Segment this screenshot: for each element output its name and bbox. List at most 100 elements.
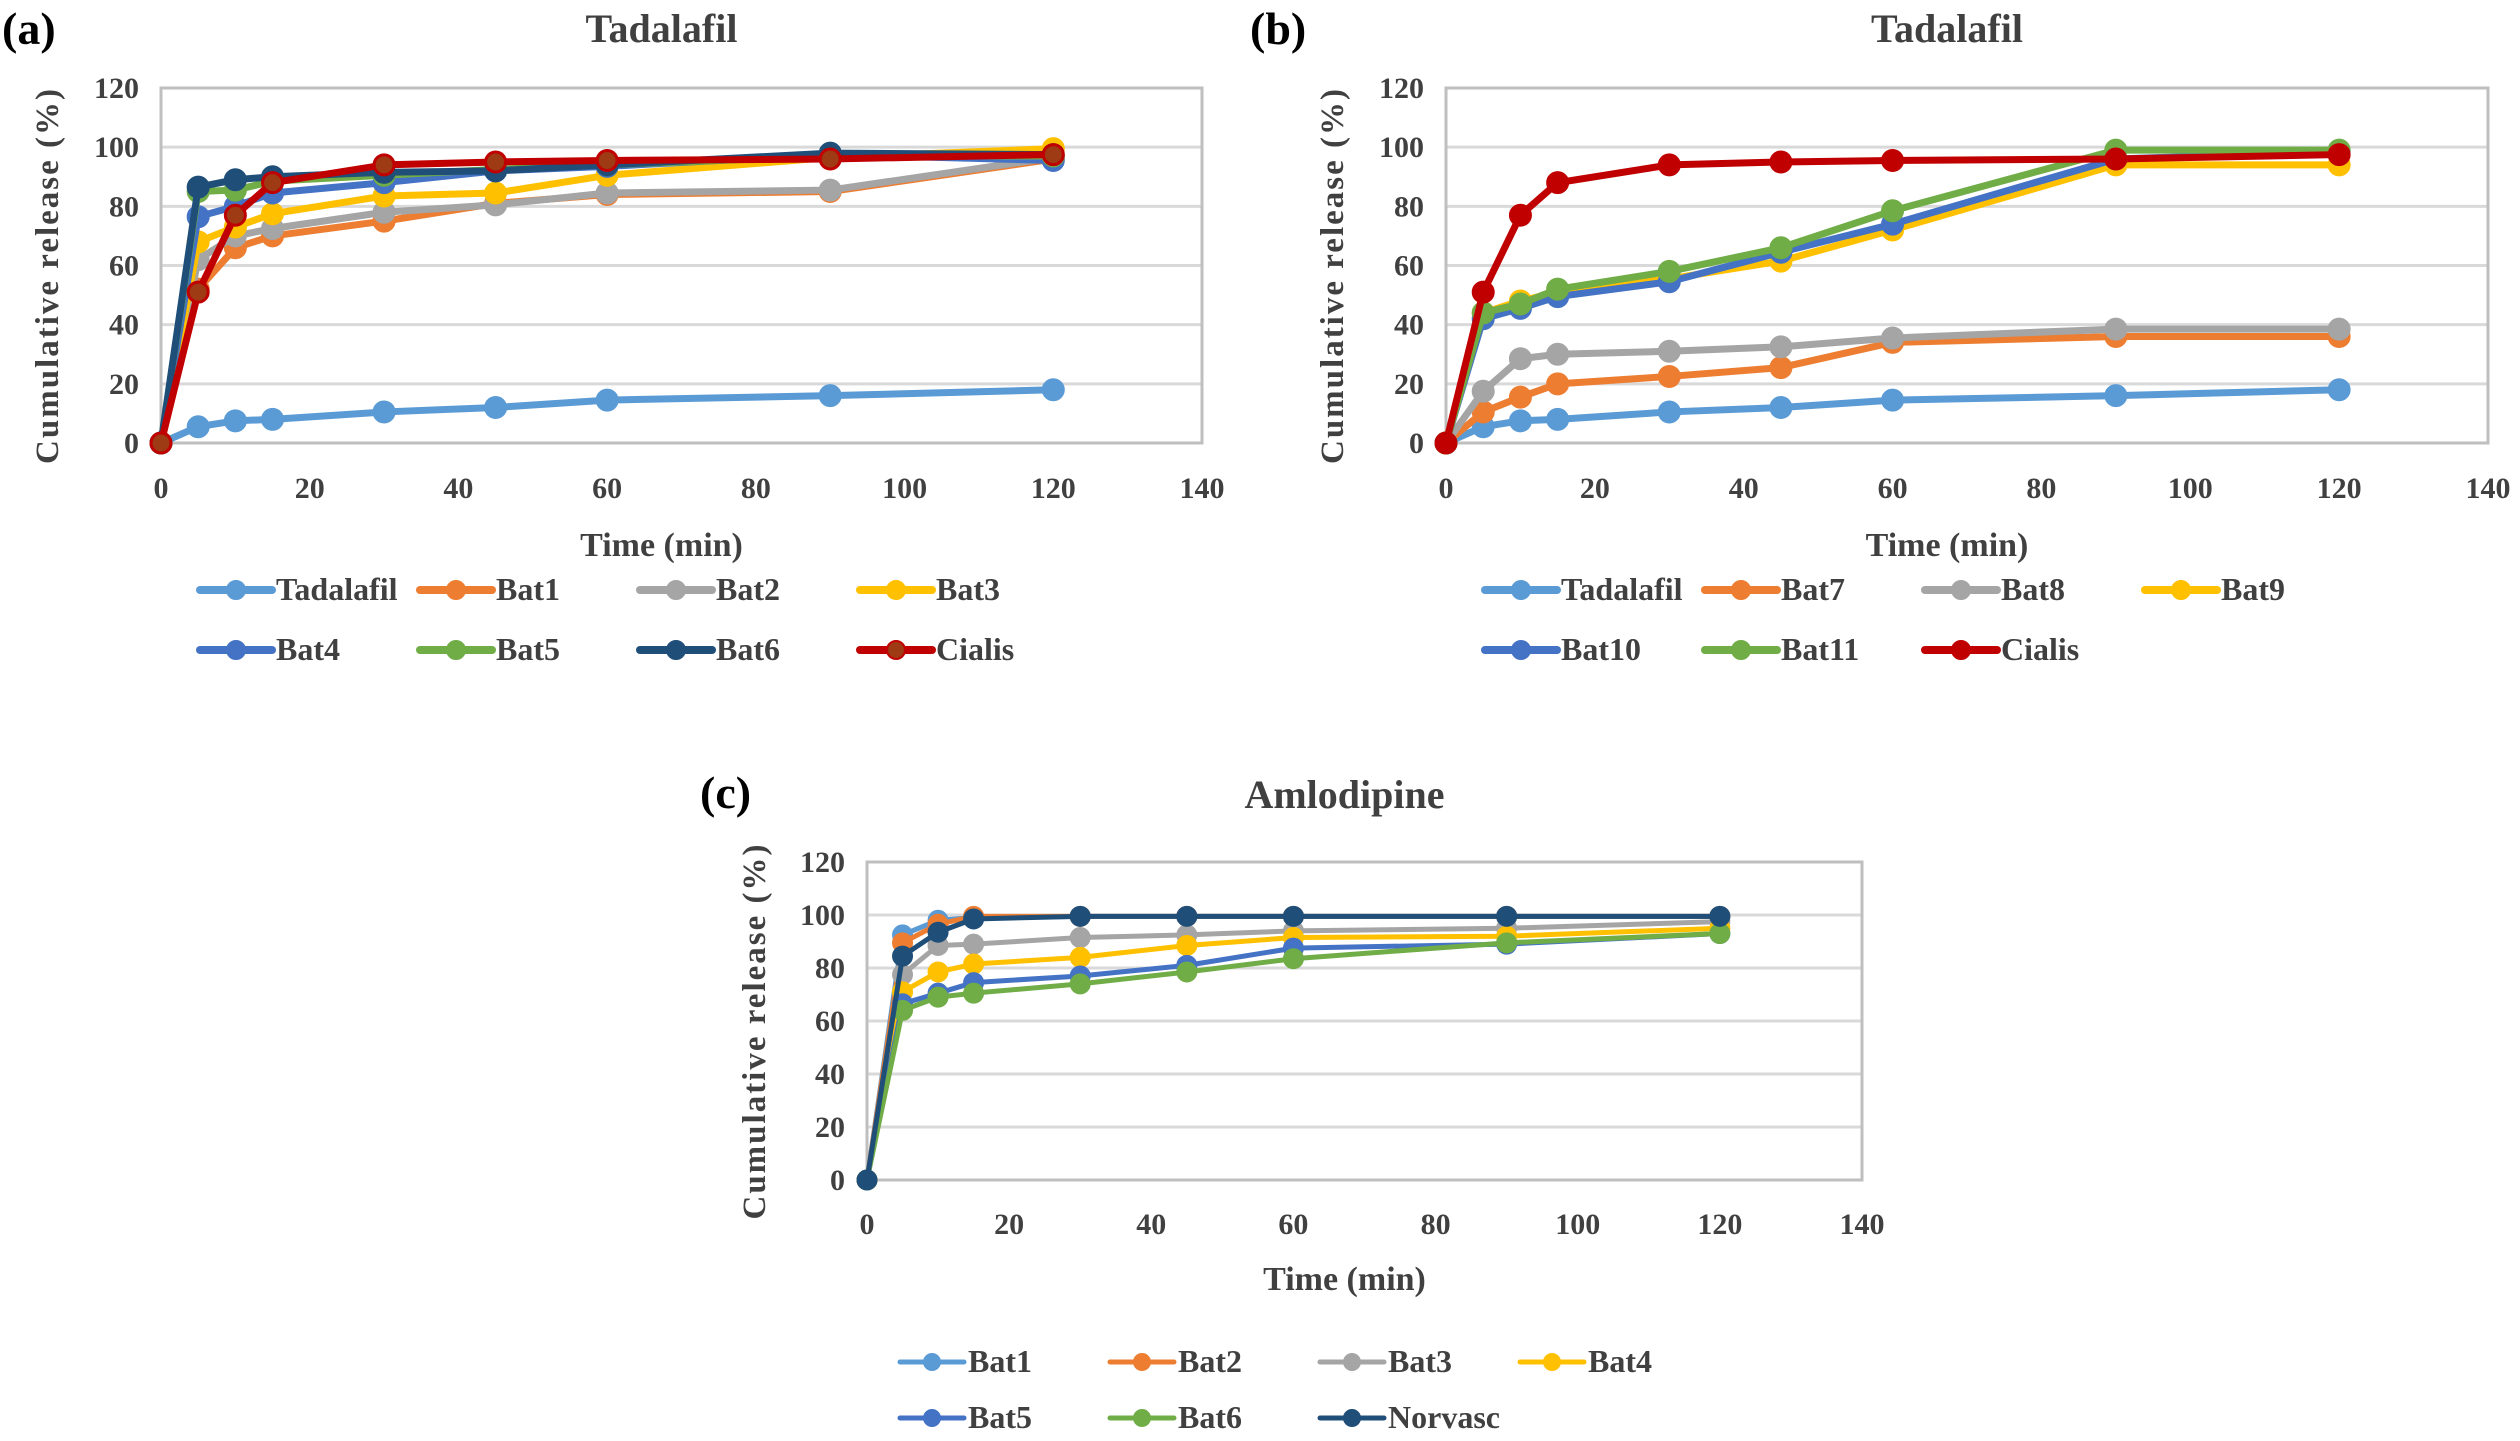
chart-title: Tadalafil	[586, 6, 738, 51]
data-point	[818, 384, 842, 408]
data-point	[2327, 378, 2351, 402]
data-point	[1657, 259, 1681, 283]
legend-label: Bat6	[1178, 1399, 1242, 1435]
x-tick-labels: 0 20 40 60 80 100 120 140	[154, 472, 1225, 505]
data-point	[1471, 379, 1495, 403]
y-tick-labels: 0 20 40 60 80 100 120	[1379, 72, 1424, 460]
legend-item[interactable]: Bat7	[1701, 571, 1845, 607]
y-tick-label: 20	[1394, 368, 1424, 401]
data-point	[1508, 347, 1532, 371]
legend-item[interactable]: Bat11	[1701, 631, 1859, 667]
data-point	[1881, 388, 1905, 412]
legend-label: Cialis	[2001, 631, 2079, 667]
x-tick-label: 0	[1439, 472, 1454, 505]
data-point	[484, 150, 508, 174]
legend-item[interactable]: Bat5	[416, 631, 560, 667]
data-point	[1176, 934, 1198, 956]
legend-item[interactable]: Bat2	[636, 571, 780, 607]
legend-item[interactable]: Tadalafil	[1481, 571, 1683, 607]
legend-item[interactable]: Bat8	[1921, 571, 2065, 607]
data-point	[1069, 973, 1091, 995]
data-point	[1657, 153, 1681, 177]
x-tick-label: 120	[2317, 472, 2362, 505]
y-axis-title: Cumulative release (%)	[30, 87, 66, 464]
y-tick-label: 40	[815, 1058, 845, 1091]
series-cialis	[1434, 143, 2351, 455]
data-point	[1546, 372, 1570, 396]
legend-item[interactable]: Tadalafil	[196, 571, 398, 607]
series-norvasc	[856, 905, 1731, 1191]
legend-label: Tadalafil	[1561, 571, 1683, 607]
panel-label: (a)	[2, 3, 56, 54]
chart-c: (c) Amlodipine 0 20 40 60 80 100 120 0 20 40 60 80 100…	[700, 767, 1885, 1435]
y-axis-title: Cumulative release (%)	[737, 843, 773, 1220]
x-tick-label: 120	[1697, 1208, 1742, 1241]
legend-label: Bat7	[1781, 571, 1845, 607]
data-point	[149, 431, 173, 455]
legend-label: Bat6	[716, 631, 780, 667]
series-bat8	[1434, 317, 2351, 455]
data-point	[2104, 147, 2128, 171]
legend-label: Bat1	[496, 571, 560, 607]
legend-item[interactable]: Bat4	[196, 631, 340, 667]
series-line	[864, 931, 1723, 1183]
data-point	[1176, 905, 1198, 927]
y-tick-label: 120	[1379, 72, 1424, 105]
data-point	[1496, 932, 1518, 954]
data-point	[856, 1169, 878, 1191]
data-point	[1069, 946, 1091, 968]
data-point	[1282, 948, 1304, 970]
y-tick-labels: 0 20 40 60 80 100 120	[94, 72, 139, 460]
legend-swatch-marker	[1133, 1409, 1151, 1427]
legend-item[interactable]: Bat1	[897, 1343, 1032, 1379]
legend-item[interactable]: Bat6	[1107, 1399, 1242, 1435]
legend-item[interactable]: Bat10	[1481, 631, 1641, 667]
x-tick-label: 140	[1180, 472, 1225, 505]
data-point	[1769, 356, 1793, 380]
legend-label: Norvasc	[1388, 1399, 1500, 1435]
legend-swatch-marker	[1511, 580, 1531, 600]
data-point	[1769, 335, 1793, 359]
x-tick-label: 100	[1555, 1208, 1600, 1241]
data-point	[261, 407, 285, 431]
x-tick-label: 40	[1729, 472, 1759, 505]
legend-item[interactable]: Bat3	[856, 571, 1000, 607]
x-tick-label: 140	[2466, 472, 2511, 505]
legend-item[interactable]: Bat6	[636, 631, 780, 667]
legend-item[interactable]: Bat5	[897, 1399, 1032, 1435]
legend-item[interactable]: Bat4	[1517, 1343, 1652, 1379]
legend-item[interactable]: Cialis	[1921, 631, 2079, 667]
y-tick-label: 100	[1379, 131, 1424, 164]
data-point	[1546, 342, 1570, 366]
y-tick-label: 80	[815, 952, 845, 985]
data-point	[595, 148, 619, 172]
legend-swatch-marker	[886, 640, 906, 660]
data-point	[186, 415, 210, 439]
data-point	[223, 168, 247, 192]
legend-swatch-marker	[1731, 640, 1751, 660]
legend-item[interactable]: Bat3	[1317, 1343, 1452, 1379]
legend-item[interactable]: Norvasc	[1317, 1399, 1500, 1435]
legend-label: Bat3	[936, 571, 1000, 607]
data-point	[1282, 905, 1304, 927]
legend-label: Tadalafil	[276, 571, 398, 607]
legend-item[interactable]: Bat9	[2141, 571, 2285, 607]
x-tick-label: 80	[741, 472, 771, 505]
x-tick-label: 140	[1840, 1208, 1885, 1241]
chart-b: (b) Tadalafil 0 20 40 60 80 100 120 0 20 40 60 80 100 1…	[1250, 3, 2511, 667]
data-point	[1546, 277, 1570, 301]
x-tick-label: 100	[882, 472, 927, 505]
data-point	[223, 409, 247, 433]
legend-item[interactable]: Bat2	[1107, 1343, 1242, 1379]
y-tick-label: 60	[1394, 250, 1424, 283]
y-axis-title: Cumulative release (%)	[1315, 87, 1351, 464]
x-axis-title: Time (min)	[580, 527, 743, 564]
legend-item[interactable]: Cialis	[856, 631, 1014, 667]
legend-swatch-marker	[886, 580, 906, 600]
legend-item[interactable]: Bat1	[416, 571, 560, 607]
legend-swatch-marker	[2171, 580, 2191, 600]
legend-swatch-marker	[1511, 640, 1531, 660]
legend-swatch-marker	[923, 1353, 941, 1371]
legend-label: Bat2	[716, 571, 780, 607]
data-point	[484, 396, 508, 419]
